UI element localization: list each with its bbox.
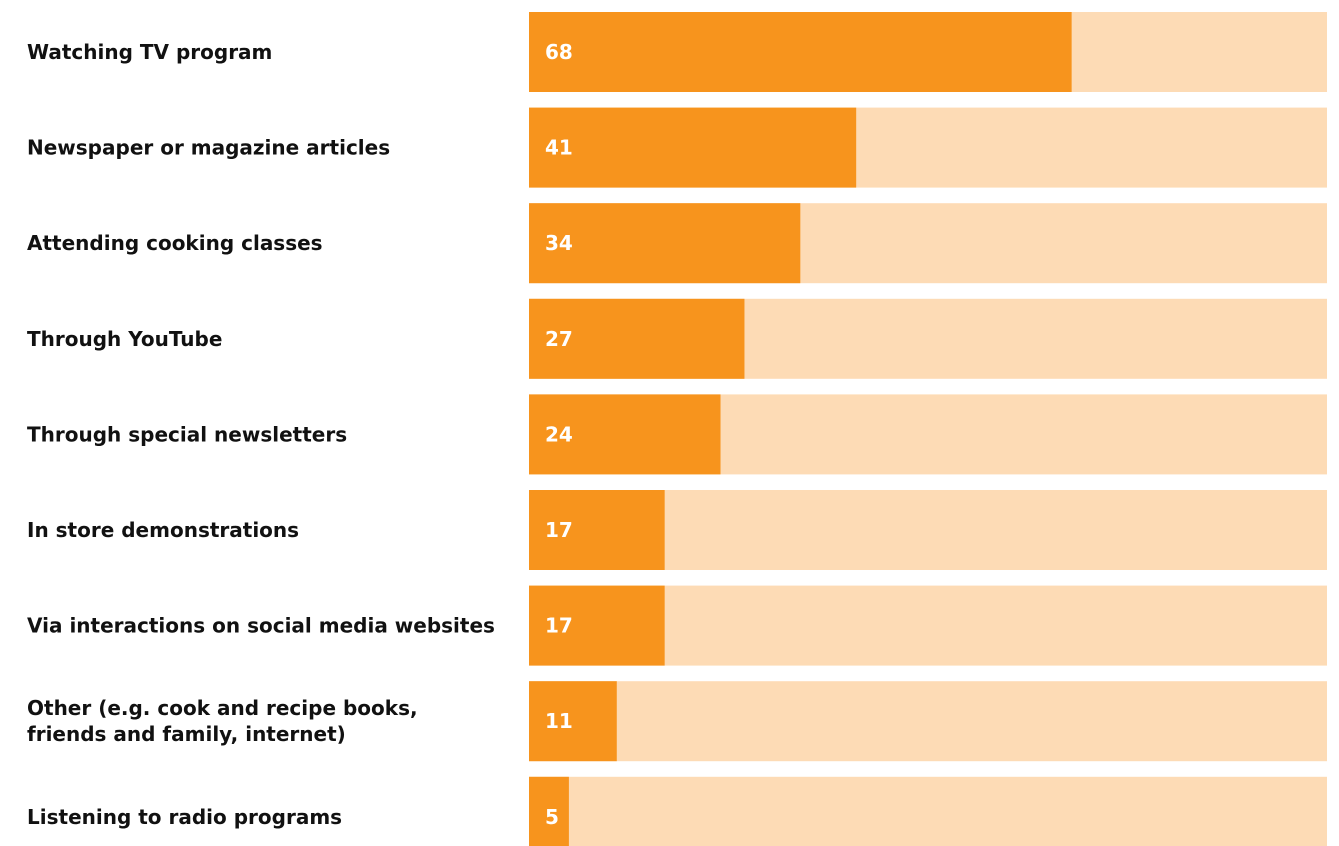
bar [529, 394, 721, 475]
bar [529, 490, 665, 570]
bar-row: 41 Newspaper or magazine articles [27, 107, 1327, 188]
category-label: In store demonstrations [27, 518, 299, 542]
data-label: 68 [545, 40, 573, 64]
category-label: friends and family, internet) [27, 722, 346, 746]
category-label: Watching TV program [27, 40, 272, 64]
bar [529, 203, 801, 284]
data-label: 24 [545, 422, 573, 446]
bar [529, 585, 665, 666]
category-label: Other (e.g. cook and recipe books, [27, 696, 418, 720]
bar-row: 17 In store demonstrations [27, 490, 1327, 570]
bar [529, 298, 745, 379]
category-label: Through special newsletters [27, 422, 347, 446]
bar [529, 12, 1072, 92]
data-label: 27 [545, 327, 573, 351]
data-label: 34 [545, 231, 573, 255]
bar-row: 17 Via interactions on social media websi… [27, 585, 1327, 666]
category-label: Listening to radio programs [27, 805, 342, 829]
bar-rows: 68 Watching TV program 41 Newspaper or maga… [27, 12, 1327, 846]
bar-row: 68 Watching TV program [27, 12, 1327, 92]
bar-row: 27 Through YouTube [27, 298, 1327, 379]
bar [529, 681, 617, 762]
data-label: 41 [545, 136, 573, 160]
data-label: 5 [545, 805, 559, 829]
category-label: Attending cooking classes [27, 231, 323, 255]
bar-row: 11 Other (e.g. cook and recipe books,frie… [27, 681, 1327, 762]
data-label: 17 [545, 614, 573, 638]
bar-row: 34 Attending cooking classes [27, 203, 1327, 284]
category-label: Through YouTube [27, 327, 222, 351]
category-label: Newspaper or magazine articles [27, 136, 390, 160]
bar [529, 107, 857, 188]
bar [529, 776, 569, 846]
data-label: 17 [545, 518, 573, 542]
bar-track [529, 681, 1327, 762]
bar-track [529, 776, 1327, 846]
bar-row: 24 Through special newsletters [27, 394, 1327, 475]
category-label: Via interactions on social media website… [27, 614, 495, 638]
bar-row: 5 Listening to radio programs [27, 776, 1327, 846]
data-label: 11 [545, 709, 573, 733]
